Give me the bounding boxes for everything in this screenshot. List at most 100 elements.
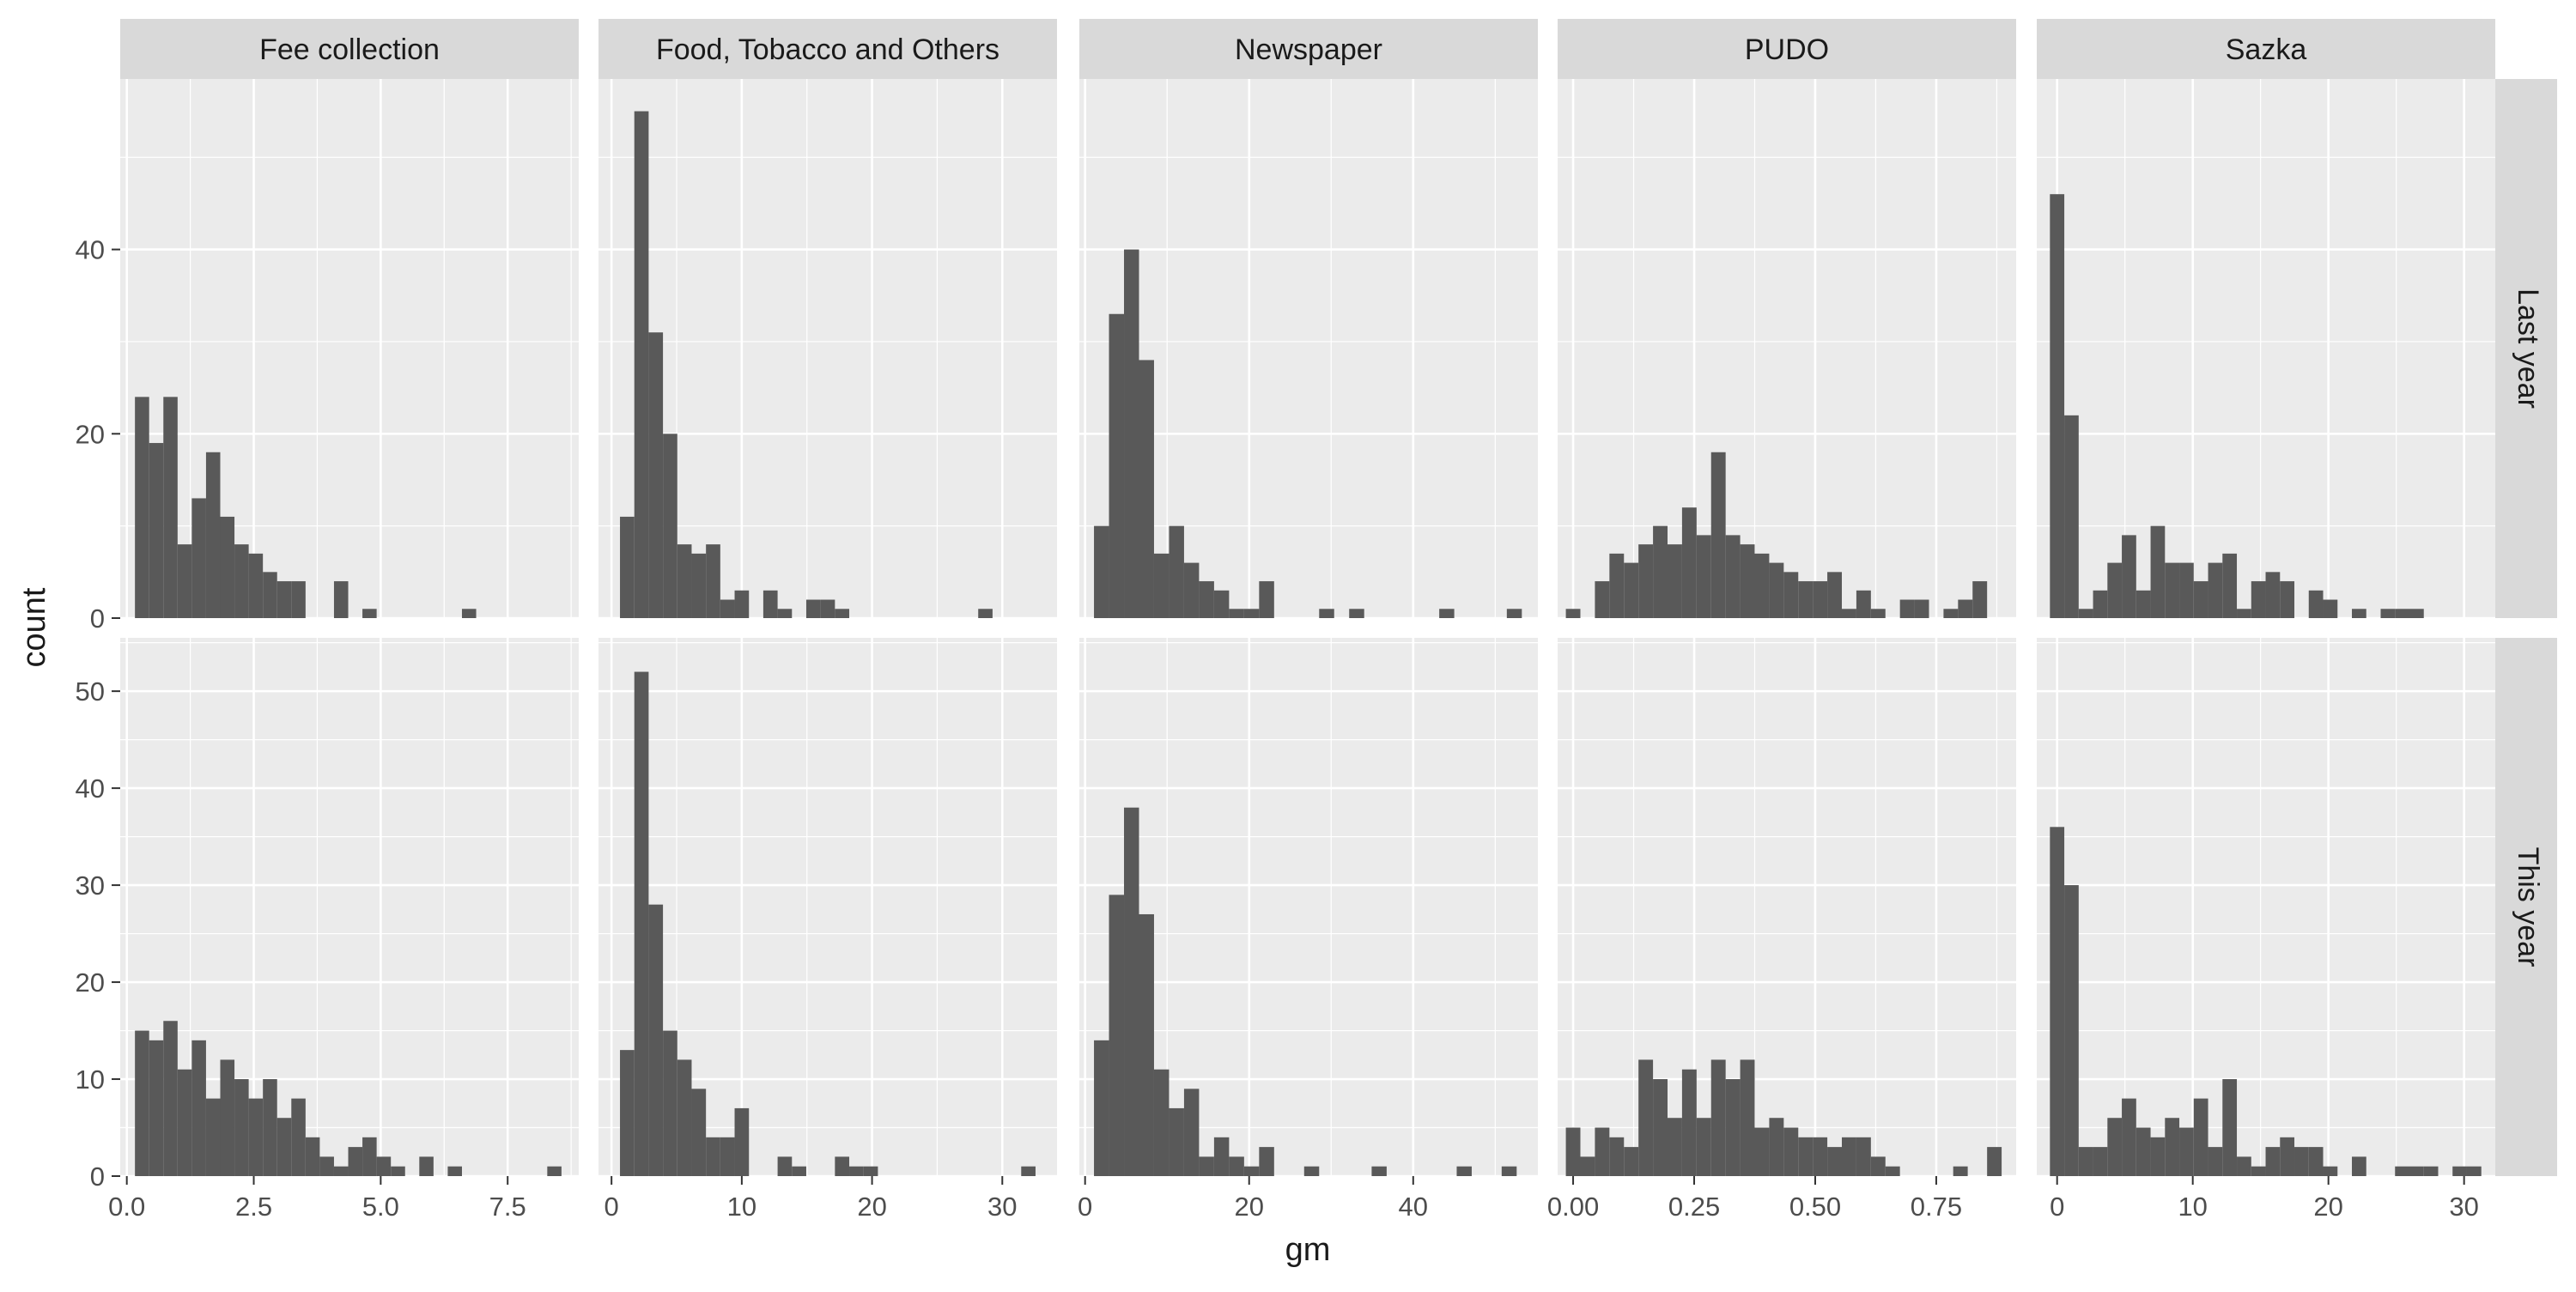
histogram-bar — [163, 1021, 178, 1176]
histogram-bar — [2165, 562, 2180, 618]
histogram-bar — [1638, 1059, 1654, 1176]
histogram-bar — [663, 1030, 677, 1176]
histogram-bar — [1109, 895, 1125, 1176]
facet-row-strip-last-year: Last year — [2495, 79, 2557, 618]
x-tick-label: 0.25 — [1668, 1192, 1720, 1222]
x-tick-label: 5.0 — [362, 1192, 399, 1222]
histogram-bar — [2237, 609, 2251, 618]
histogram-bar — [149, 443, 164, 618]
histogram-bar — [2308, 1147, 2324, 1176]
y-tick-label: 10 — [76, 1065, 105, 1095]
histogram-bar — [1021, 1166, 1036, 1176]
histogram-bar — [1769, 1118, 1784, 1176]
histogram-bar — [820, 599, 835, 618]
histogram-bar — [1609, 553, 1625, 618]
x-tick-label: 30 — [2449, 1192, 2478, 1222]
histogram-bar — [1740, 544, 1755, 618]
histogram-bar — [691, 553, 707, 618]
panel-background — [2037, 79, 2495, 618]
histogram-bar — [2050, 827, 2065, 1176]
histogram-bar — [1798, 581, 1814, 618]
y-axis-title: count — [16, 587, 52, 667]
histogram-bar — [220, 516, 235, 618]
y-tick-label: 40 — [76, 773, 105, 804]
facet-label: Food, Tobacco and Others — [656, 33, 999, 66]
histogram-bar — [291, 581, 306, 618]
facet-strip-newspaper: Newspaper — [1079, 19, 1538, 79]
histogram-bar — [706, 1137, 720, 1176]
histogram-bar — [1213, 1137, 1230, 1176]
histogram-bar — [849, 1166, 864, 1176]
histogram-bar — [2222, 1079, 2238, 1176]
histogram-bar — [1856, 1137, 1871, 1176]
histogram-bar — [734, 1107, 750, 1176]
histogram-bar — [1303, 1166, 1320, 1176]
histogram-bar — [2064, 885, 2079, 1176]
histogram-bar — [276, 1118, 292, 1176]
panel-background — [2037, 638, 2495, 1176]
histogram-bar — [805, 599, 821, 618]
histogram-bar — [177, 1069, 192, 1176]
histogram-bar — [1229, 1156, 1244, 1176]
histogram-bar — [2237, 1156, 2251, 1176]
histogram-bar — [720, 1137, 735, 1176]
histogram-bar — [1243, 1166, 1260, 1176]
facet-strip-sazka: Sazka — [2037, 19, 2495, 79]
histogram-bar — [333, 1166, 349, 1176]
facet-row-label: This year — [2512, 847, 2544, 967]
histogram-bar — [1914, 599, 1929, 618]
histogram-bar — [620, 1050, 635, 1176]
y-tick-label: 40 — [76, 235, 105, 265]
x-tick-label: 0.00 — [1547, 1192, 1599, 1222]
histogram-bar — [2352, 1156, 2366, 1176]
panel-food-tobacco-and-others-last-year — [598, 79, 1057, 620]
histogram-bar — [1813, 581, 1828, 618]
histogram-bar — [1506, 609, 1522, 618]
histogram-bar — [620, 516, 635, 618]
histogram-bar — [1653, 525, 1668, 618]
x-tick-label: 0 — [605, 1192, 619, 1222]
panel-background — [1558, 638, 2016, 1176]
y-tick-label: 0 — [90, 604, 105, 634]
x-tick-label: 20 — [2313, 1192, 2342, 1222]
facet-row-strip-bg — [2495, 79, 2557, 618]
histogram-bar — [191, 1040, 206, 1176]
facet-row-strip-bg — [2495, 638, 2557, 1176]
histogram-bar — [2193, 581, 2208, 618]
histogram-bar — [1259, 581, 1274, 618]
histogram-bar — [978, 609, 993, 618]
histogram-bar — [205, 1098, 221, 1176]
histogram-bar — [2466, 1166, 2482, 1176]
histogram-bar — [1139, 360, 1154, 618]
histogram-bar — [2395, 609, 2409, 618]
histogram-bar — [835, 609, 850, 618]
histogram-bar — [2352, 609, 2366, 618]
facet-strip-bg — [1079, 19, 1538, 79]
histogram-bar — [135, 1030, 149, 1176]
x-tick-label: 7.5 — [489, 1192, 526, 1222]
histogram-bar — [1439, 609, 1455, 618]
histogram-bar — [220, 1059, 235, 1176]
histogram-bar — [2380, 609, 2396, 618]
histogram-bar — [1169, 525, 1184, 618]
panel-pudo-last-year — [1558, 79, 2016, 620]
histogram-bar — [2107, 1118, 2123, 1176]
histogram-bar — [792, 1166, 806, 1176]
histogram-bar — [2179, 1127, 2194, 1176]
histogram-bar — [1798, 1137, 1814, 1176]
histogram-bar — [2193, 1098, 2208, 1176]
x-tick-label: 2.5 — [235, 1192, 272, 1222]
histogram-bar — [1754, 1127, 1770, 1176]
histogram-bar — [1501, 1166, 1517, 1176]
histogram-bar — [205, 452, 221, 618]
x-tick-label: 10 — [2178, 1192, 2207, 1222]
x-tick-label: 20 — [857, 1192, 886, 1222]
facet-row-strip-this-year: This year — [2495, 638, 2557, 1176]
histogram-bar — [1681, 507, 1697, 618]
histogram-bar — [1953, 1166, 1968, 1176]
panel-background — [1079, 79, 1538, 618]
y-tick-label: 30 — [76, 870, 105, 901]
histogram-bar — [2208, 1147, 2223, 1176]
histogram-bar — [663, 434, 677, 618]
histogram-bar — [634, 111, 649, 619]
